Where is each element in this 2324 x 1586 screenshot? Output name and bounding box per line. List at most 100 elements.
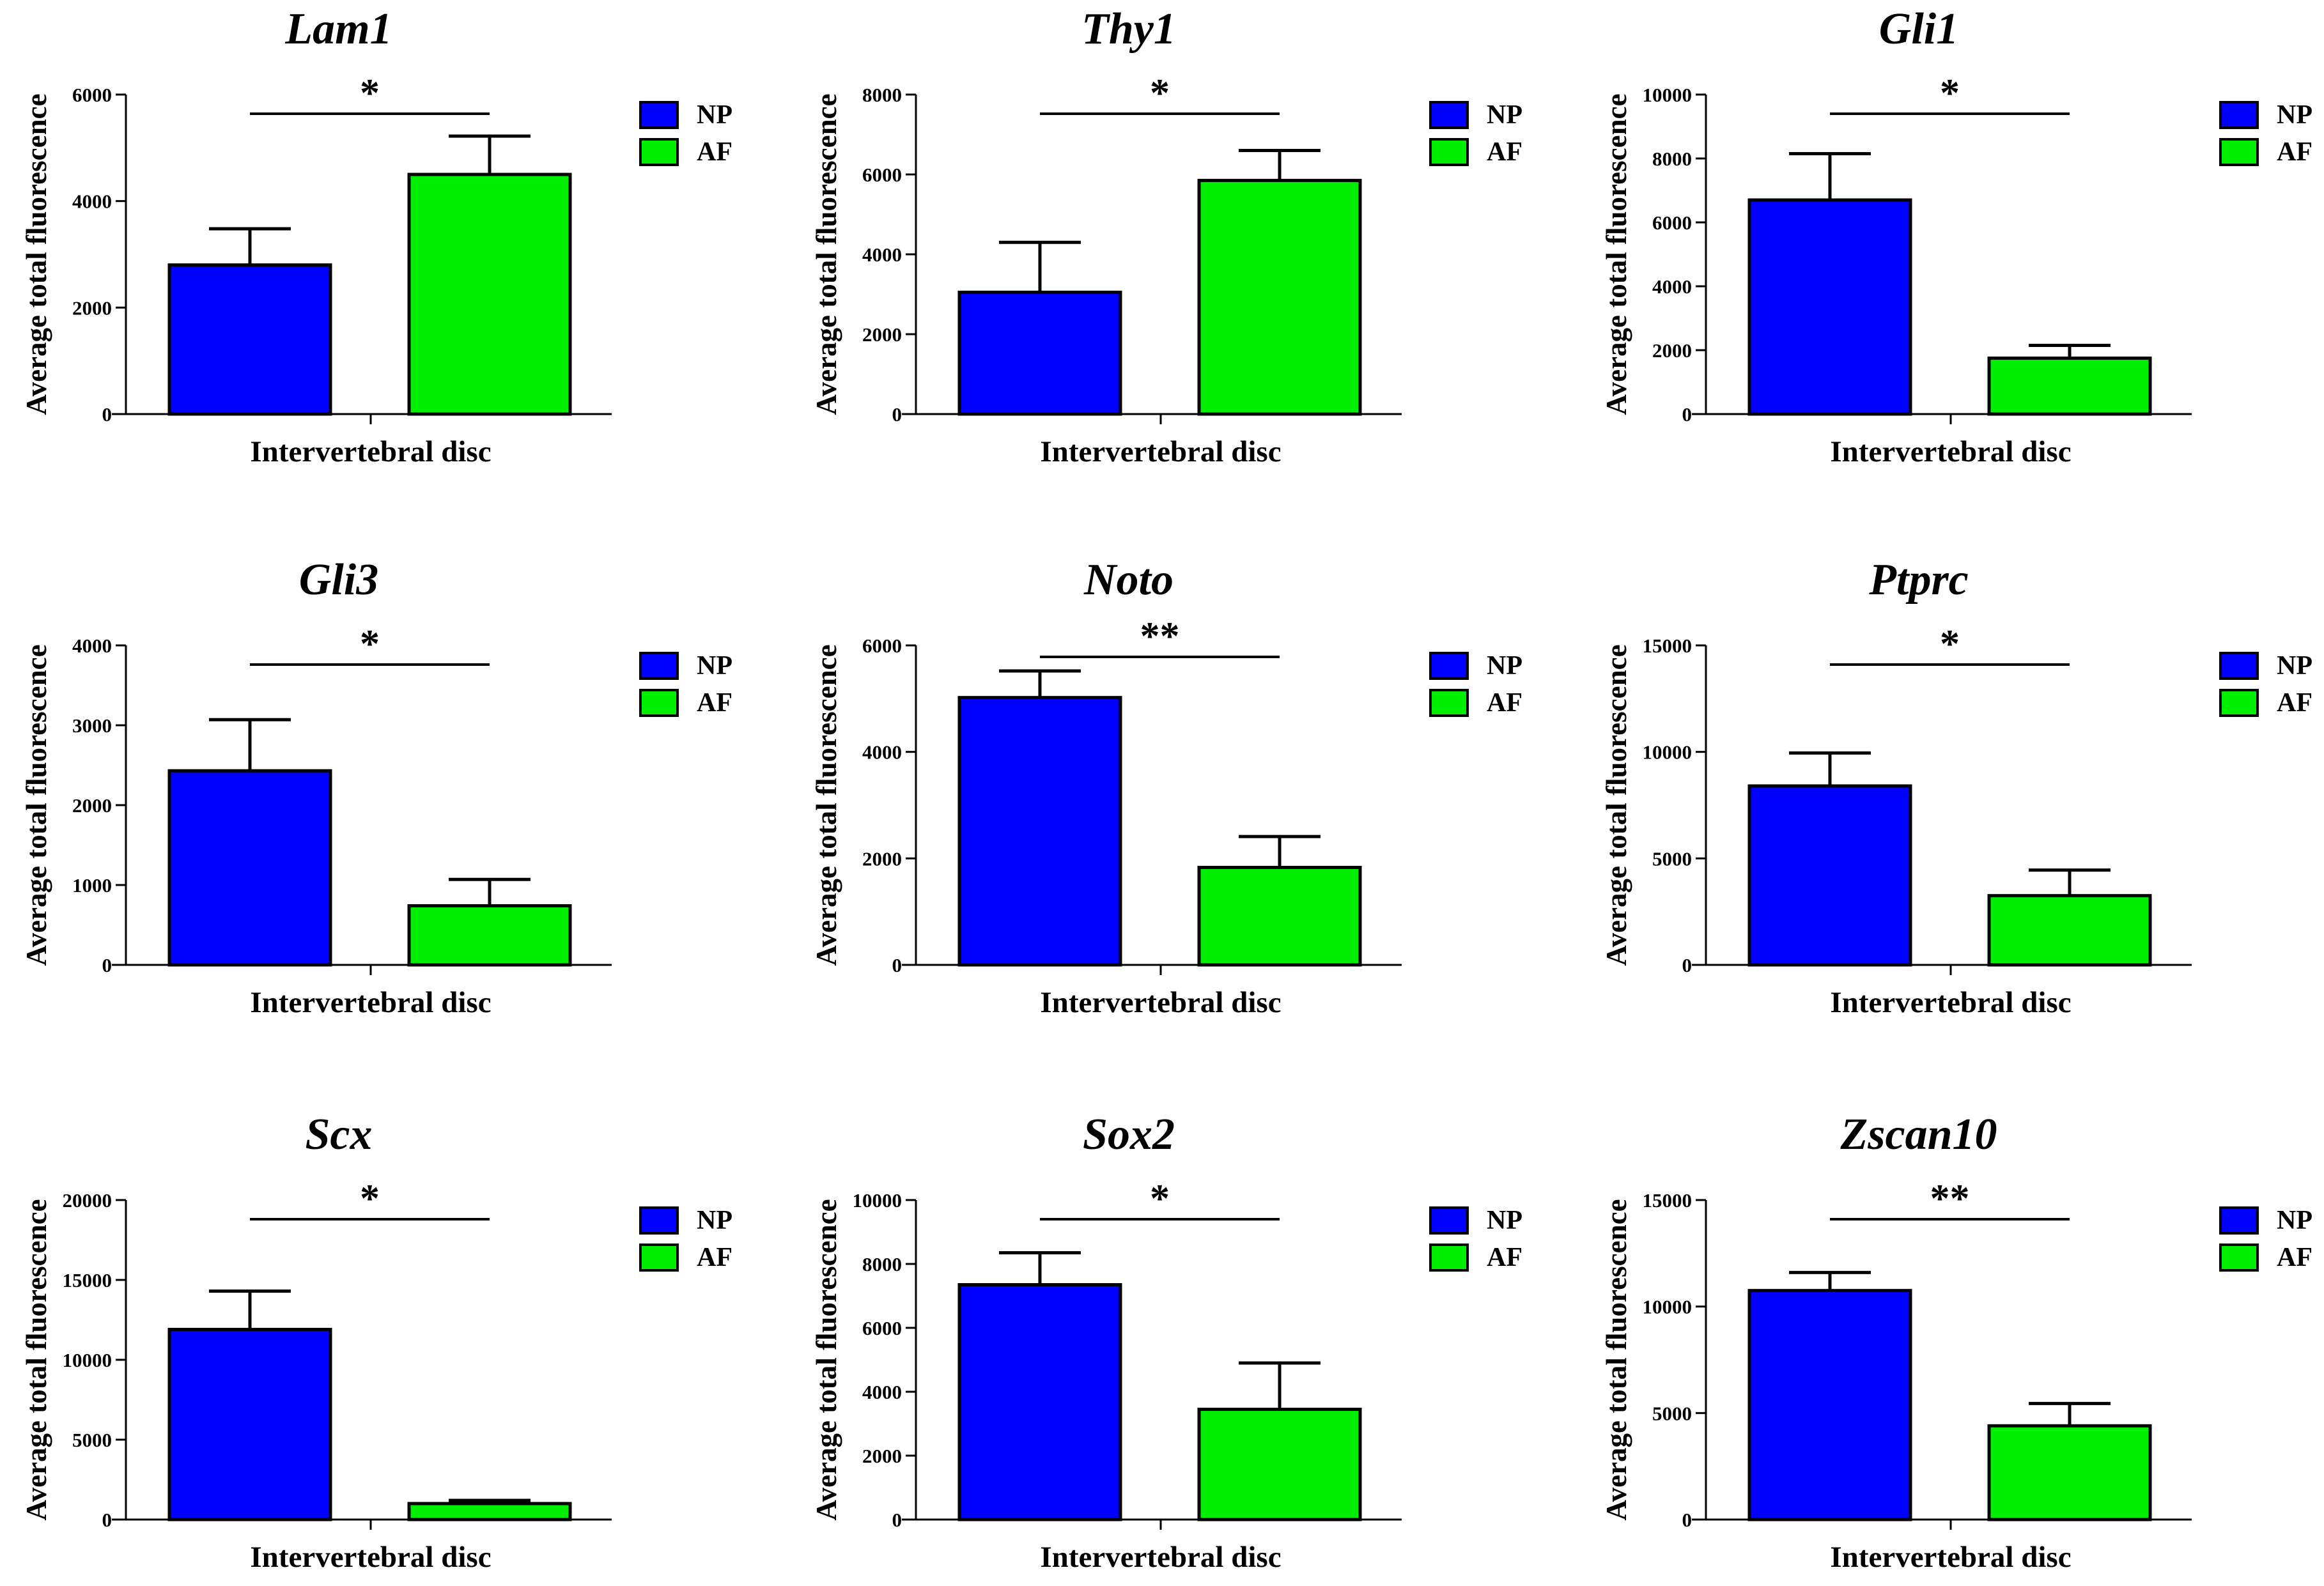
x-axis-label: Intervertebral disc <box>250 435 491 468</box>
x-axis-label: Intervertebral disc <box>250 1541 491 1574</box>
chart-panel-noto: Noto Average total fluorescence 0 2000 4000 6… <box>810 555 1522 1019</box>
y-tick-label: 2000 <box>1652 339 1692 362</box>
y-tick-label: 4000 <box>862 243 902 266</box>
legend-swatch-af <box>2219 138 2259 166</box>
bar-np <box>1747 1289 1912 1521</box>
chart-panel-sox2: Sox2 Average total fluorescence 0 2000 4000 6… <box>810 1110 1522 1574</box>
y-tick-label: 0 <box>892 954 902 976</box>
chart-panel-zscan10: Zscan10 Average total fluorescence 0 5000 10… <box>1600 1110 2312 1574</box>
y-tick-label: 0 <box>102 403 112 426</box>
x-axis-label: Intervertebral disc <box>1830 1541 2071 1574</box>
legend-label-np: NP <box>2277 651 2312 681</box>
bar-af <box>1987 357 2152 416</box>
legend-swatch-np <box>639 1206 679 1235</box>
chart-title: Ptprc <box>1868 555 1969 604</box>
y-tick-label: 6000 <box>862 164 902 186</box>
legend-swatch-np <box>2219 101 2259 129</box>
y-tick-label: 2000 <box>862 847 902 870</box>
legend-label-af: AF <box>697 688 732 718</box>
legend-swatch-af <box>1429 1243 1469 1272</box>
bar-np <box>1747 784 1912 967</box>
legend-swatch-af <box>1429 689 1469 717</box>
chart-panel-thy1: Thy1 Average total fluorescence 0 2000 4000 6… <box>810 4 1522 468</box>
x-axis-label: Intervertebral disc <box>1830 986 2071 1019</box>
bar-np <box>167 1328 332 1521</box>
legend-swatch-af <box>2219 689 2259 717</box>
significance-marker: * <box>360 622 380 666</box>
significance-marker: * <box>360 72 380 115</box>
chart-panel-gli1: Gli1 Average total fluorescence 0 2000 4000 6… <box>1600 4 2312 468</box>
legend-label-np: NP <box>1487 1206 1522 1235</box>
x-axis-label: Intervertebral disc <box>1830 435 2071 468</box>
bar-af <box>1197 1408 1362 1521</box>
y-tick-label: 0 <box>1682 954 1693 976</box>
legend-swatch-af <box>639 689 679 717</box>
chart-title: Gli3 <box>299 555 378 604</box>
bar-af <box>1987 1424 2152 1521</box>
y-tick-label: 10000 <box>1643 741 1693 764</box>
significance-marker: ** <box>1930 1177 1970 1220</box>
legend-label-np: NP <box>1487 100 1522 130</box>
legend-swatch-np <box>2219 1206 2259 1235</box>
legend-swatch-np <box>639 652 679 680</box>
significance-marker: * <box>1150 1177 1170 1220</box>
y-tick-label: 6000 <box>862 635 902 657</box>
y-axis-label: Average total fluorescence <box>1600 93 1632 415</box>
y-axis-label: Average total fluorescence <box>1600 1199 1632 1520</box>
y-axis-label: Average total fluorescence <box>810 1199 842 1520</box>
x-axis-label: Intervertebral disc <box>1040 435 1281 468</box>
significance-marker: * <box>1940 72 1960 115</box>
y-tick-label: 10000 <box>63 1349 112 1371</box>
bar-np <box>957 696 1122 967</box>
y-tick-label: 5000 <box>72 1429 112 1451</box>
legend-swatch-np <box>1429 101 1469 129</box>
legend-swatch-af <box>1429 138 1469 166</box>
chart-panel-lam1: Lam1 Average total fluorescence 0 2000 4000 6… <box>20 4 732 468</box>
legend-label-af: AF <box>1487 1243 1522 1272</box>
significance-marker: ** <box>1140 615 1180 658</box>
legend-swatch-np <box>1429 652 1469 680</box>
y-tick-label: 4000 <box>1652 275 1692 298</box>
legend-swatch-np <box>639 101 679 129</box>
y-tick-label: 0 <box>892 403 902 426</box>
legend-label-np: NP <box>2277 1206 2312 1235</box>
legend-label-af: AF <box>2277 688 2312 718</box>
y-tick-label: 1000 <box>72 874 112 897</box>
y-tick-label: 2000 <box>862 1445 902 1467</box>
legend-label-np: NP <box>697 1206 732 1235</box>
bar-np <box>167 263 332 416</box>
y-axis-label: Average total fluorescence <box>1600 644 1632 966</box>
chart-title: Scx <box>306 1110 373 1159</box>
significance-marker: * <box>1940 622 1960 666</box>
y-tick-label: 8000 <box>862 84 902 106</box>
y-tick-label: 10000 <box>853 1189 902 1212</box>
legend-label-af: AF <box>697 1243 732 1272</box>
y-tick-label: 2000 <box>862 323 902 346</box>
y-tick-label: 4000 <box>862 1381 902 1403</box>
y-tick-label: 0 <box>892 1509 902 1531</box>
y-tick-label: 0 <box>102 954 112 976</box>
bar-np <box>167 769 332 967</box>
legend-swatch-af <box>639 1243 679 1272</box>
y-tick-label: 2000 <box>72 794 112 817</box>
legend-label-af: AF <box>1487 137 1522 167</box>
y-tick-label: 2000 <box>72 296 112 319</box>
y-axis-label: Average total fluorescence <box>810 93 842 415</box>
bar-af <box>1987 894 2152 967</box>
y-tick-label: 0 <box>1682 403 1693 426</box>
chart-title: Gli1 <box>1879 4 1958 54</box>
y-tick-label: 10000 <box>1643 1296 1693 1318</box>
legend-label-af: AF <box>2277 1243 2312 1272</box>
y-tick-label: 0 <box>1682 1509 1693 1531</box>
y-tick-label: 3000 <box>72 714 112 737</box>
y-tick-label: 0 <box>102 1509 112 1531</box>
y-axis-label: Average total fluorescence <box>20 1199 52 1520</box>
bar-af <box>407 904 572 967</box>
bar-np <box>957 1283 1122 1521</box>
y-tick-label: 10000 <box>1643 84 1693 106</box>
y-tick-label: 6000 <box>72 84 112 106</box>
bar-np <box>1747 198 1912 416</box>
legend-label-np: NP <box>1487 651 1522 681</box>
y-tick-label: 15000 <box>1643 1189 1693 1212</box>
y-tick-label: 5000 <box>1652 847 1692 870</box>
